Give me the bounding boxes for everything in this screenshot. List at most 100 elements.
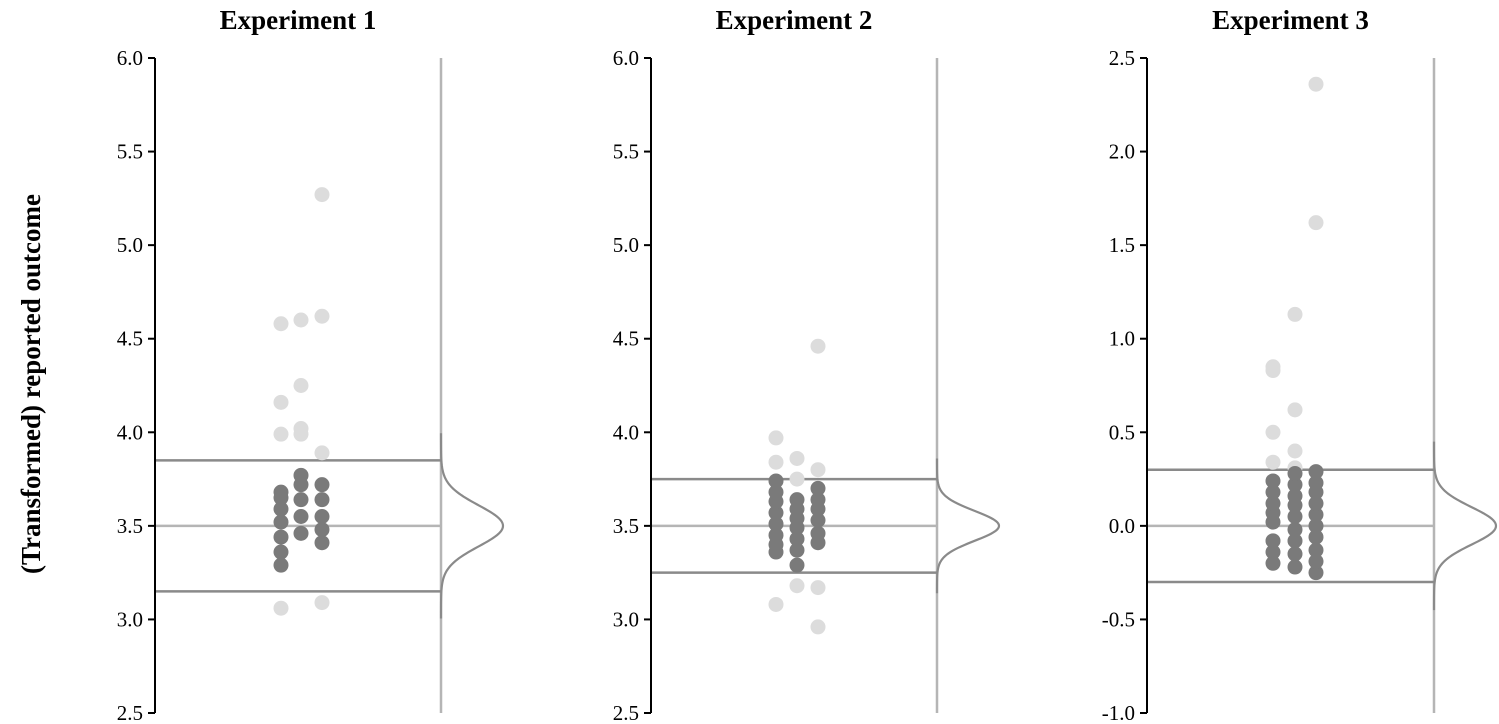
data-point-inside-band (1308, 542, 1324, 558)
y-tick-label: 2.5 (1109, 46, 1135, 70)
data-point-inside-band (314, 477, 330, 493)
data-point-outside-band (1287, 402, 1303, 418)
data-point-outside-band (293, 378, 309, 393)
data-point-inside-band (1308, 553, 1324, 569)
data-point-outside-band (1265, 424, 1281, 440)
data-point-inside-band (1287, 477, 1303, 493)
data-point-inside-band (1287, 533, 1303, 549)
data-point-outside-band (789, 578, 805, 594)
data-point-outside-band (789, 471, 805, 487)
y-tick-label: 4.0 (613, 420, 639, 444)
data-point-inside-band (1265, 555, 1281, 571)
y-tick-label: 3.0 (117, 607, 143, 631)
data-point-inside-band (293, 525, 309, 541)
y-tick-label: 2.0 (1109, 140, 1135, 164)
data-point-outside-band (293, 421, 309, 437)
y-tick-label: 3.5 (613, 514, 639, 538)
data-point-inside-band (1308, 475, 1324, 491)
y-tick-label: 0.0 (1109, 514, 1135, 538)
data-point-outside-band (1287, 306, 1303, 322)
data-point-inside-band (768, 484, 784, 500)
data-point-inside-band (1265, 533, 1281, 549)
data-point-inside-band (1308, 495, 1324, 511)
y-tick-label: 4.5 (117, 327, 143, 351)
y-tick-label: 3.0 (613, 607, 639, 631)
data-point-outside-band (810, 338, 826, 354)
data-point-inside-band (810, 525, 826, 541)
y-tick-label: 3.5 (117, 514, 143, 538)
data-point-inside-band (810, 492, 826, 508)
y-tick-label: 5.5 (613, 140, 639, 164)
y-tick-label: 4.0 (117, 420, 143, 444)
data-point-outside-band (810, 462, 826, 478)
data-point-outside-band (273, 394, 289, 410)
data-point-inside-band (314, 509, 330, 524)
data-point-inside-band (273, 484, 289, 500)
data-point-outside-band (314, 445, 330, 461)
data-point-inside-band (1308, 507, 1324, 523)
y-tick-label: 5.0 (613, 233, 639, 257)
data-point-inside-band (768, 527, 784, 543)
data-point-inside-band (768, 516, 784, 532)
data-point-inside-band (768, 505, 784, 521)
y-tick-label: 6.0 (117, 46, 143, 70)
data-point-inside-band (1265, 484, 1281, 500)
density-curve (935, 458, 1001, 594)
data-point-outside-band (1287, 443, 1303, 459)
data-point-outside-band (314, 187, 330, 203)
data-point-inside-band (1287, 522, 1303, 538)
panel-title: Experiment 1 (220, 5, 377, 35)
data-point-inside-band (273, 514, 289, 530)
panel-title: Experiment 2 (716, 5, 873, 35)
data-point-inside-band (1308, 518, 1324, 534)
density-curve (439, 433, 505, 619)
data-point-inside-band (768, 473, 784, 489)
data-point-inside-band (273, 557, 289, 573)
data-point-outside-band (768, 596, 784, 612)
data-point-inside-band (293, 492, 309, 508)
y-tick-label: 0.5 (1109, 420, 1135, 444)
data-point-inside-band (1287, 509, 1303, 524)
data-point-inside-band (1287, 546, 1303, 562)
data-point-outside-band (1308, 76, 1324, 92)
y-tick-label: 4.5 (613, 327, 639, 351)
panel-title: Experiment 3 (1212, 5, 1369, 35)
data-point-outside-band (314, 308, 330, 324)
panel-experiment-2: Experiment 2 2.5 3.0 3.5 4.0 4.5 5.0 5.5 6.0 (613, 5, 1001, 724)
data-point-outside-band (293, 312, 309, 328)
data-point-inside-band (273, 501, 289, 517)
y-tick-label: 5.5 (117, 140, 143, 164)
density-curve (1432, 441, 1498, 611)
data-point-inside-band (810, 512, 826, 528)
data-point-outside-band (1265, 359, 1281, 375)
data-point-inside-band (314, 522, 330, 538)
data-point-inside-band (789, 542, 805, 558)
data-point-outside-band (768, 454, 784, 470)
y-axis-label: (Transformed) reported outcome (16, 194, 46, 574)
data-point-outside-band (789, 450, 805, 466)
data-point-inside-band (1287, 559, 1303, 575)
data-point-inside-band (1265, 544, 1281, 560)
data-point-inside-band (1287, 465, 1303, 481)
data-point-inside-band (1265, 473, 1281, 489)
y-tick-label: 2.5 (117, 701, 143, 724)
y-tick-label: 1.5 (1109, 233, 1135, 257)
data-point-inside-band (1308, 464, 1324, 480)
data-point-outside-band (810, 619, 826, 635)
data-point-inside-band (293, 467, 309, 483)
y-tick-label: 1.0 (1109, 327, 1135, 351)
panel-experiment-3: Experiment 3 -1.0 -0.5 0.0 0.5 1.0 1.5 2.0 2.5 (1102, 5, 1498, 724)
panel-experiment-1: Experiment 1 2.5 3.0 3.5 4.0 4.5 5.0 5.5 6.0 (117, 5, 505, 724)
y-tick-label: 6.0 (613, 46, 639, 70)
data-point-inside-band (1308, 565, 1324, 581)
data-point-inside-band (273, 529, 289, 545)
y-tick-label: 5.0 (117, 233, 143, 257)
data-point-inside-band (314, 535, 330, 551)
data-point-inside-band (1308, 529, 1324, 545)
data-point-inside-band (314, 492, 330, 508)
data-point-outside-band (768, 430, 784, 446)
data-point-outside-band (273, 316, 289, 332)
data-point-outside-band (314, 595, 330, 611)
data-point-outside-band (1308, 215, 1324, 231)
data-point-outside-band (810, 580, 826, 596)
